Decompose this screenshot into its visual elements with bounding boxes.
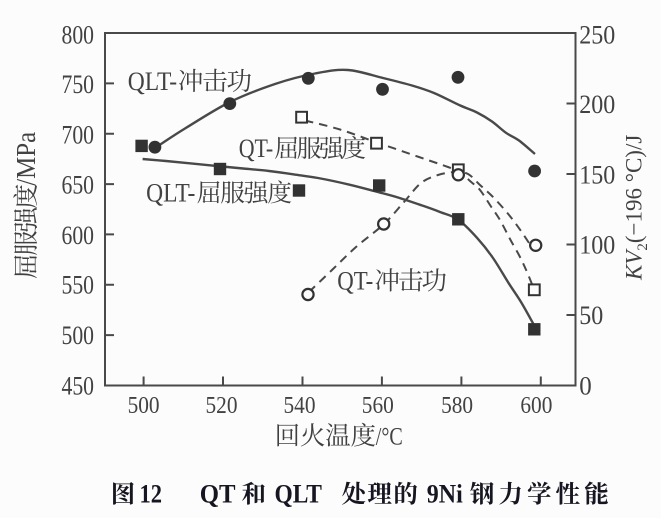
- svg-text:650: 650: [62, 171, 95, 200]
- svg-text:800: 800: [62, 20, 95, 49]
- svg-text:600: 600: [62, 221, 95, 250]
- svg-text:QT-: QT-: [239, 134, 274, 163]
- svg-text:560: 560: [362, 392, 394, 419]
- svg-text:200: 200: [579, 90, 615, 119]
- svg-text:100: 100: [579, 230, 615, 259]
- svg-text:750: 750: [62, 70, 95, 99]
- svg-text:600: 600: [520, 392, 552, 419]
- svg-text:QT-: QT-: [337, 267, 373, 296]
- svg-text:500: 500: [128, 392, 160, 419]
- svg-text:550: 550: [62, 271, 95, 300]
- svg-text:450: 450: [62, 371, 95, 400]
- svg-text:QLT-: QLT-: [146, 179, 195, 208]
- svg-text:KV2(−196 °C)/J: KV2(−196 °C)/J: [622, 135, 652, 281]
- svg-text:50: 50: [579, 301, 603, 330]
- svg-text:250: 250: [579, 20, 615, 49]
- svg-text:QLT: QLT: [275, 480, 322, 509]
- svg-text:0: 0: [579, 371, 592, 400]
- svg-text:150: 150: [579, 161, 615, 190]
- svg-text:540: 540: [284, 392, 316, 419]
- svg-text:500: 500: [62, 321, 95, 350]
- svg-text:QLT-: QLT-: [128, 67, 177, 96]
- svg-text:700: 700: [62, 120, 95, 149]
- svg-text:/°C: /°C: [376, 422, 403, 451]
- svg-text:520: 520: [206, 392, 238, 419]
- svg-text:9Ni: 9Ni: [427, 480, 463, 509]
- svg-text:QT: QT: [200, 480, 236, 509]
- svg-text:/MPa: /MPa: [11, 132, 41, 186]
- svg-text:580: 580: [441, 392, 473, 419]
- svg-text:12: 12: [140, 480, 163, 509]
